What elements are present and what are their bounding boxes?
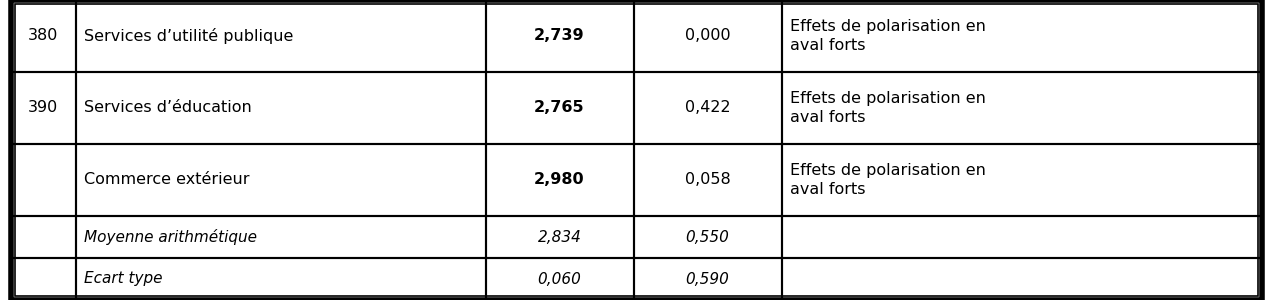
Bar bbox=[486, 0, 633, 72]
Bar bbox=[10, 216, 75, 258]
Bar bbox=[781, 258, 1262, 300]
Bar bbox=[10, 72, 75, 144]
Text: 0,550: 0,550 bbox=[686, 230, 729, 244]
Text: 0,060: 0,060 bbox=[538, 272, 581, 286]
Text: 0,000: 0,000 bbox=[684, 28, 730, 44]
Bar bbox=[75, 258, 486, 300]
Text: 390: 390 bbox=[28, 100, 59, 116]
Text: Effets de polarisation en
aval forts: Effets de polarisation en aval forts bbox=[790, 19, 986, 53]
Bar bbox=[781, 0, 1262, 72]
Text: 0,422: 0,422 bbox=[684, 100, 730, 116]
Text: Effets de polarisation en
aval forts: Effets de polarisation en aval forts bbox=[790, 91, 986, 125]
Text: Services d’utilité publique: Services d’utilité publique bbox=[84, 28, 293, 44]
Bar bbox=[486, 216, 633, 258]
Bar bbox=[486, 72, 633, 144]
Text: Services d’éducation: Services d’éducation bbox=[84, 100, 252, 116]
Bar bbox=[633, 144, 781, 216]
Bar bbox=[75, 72, 486, 144]
Bar bbox=[781, 216, 1262, 258]
Bar bbox=[75, 0, 486, 72]
Text: Ecart type: Ecart type bbox=[84, 272, 162, 286]
Text: 2,765: 2,765 bbox=[534, 100, 585, 116]
Bar bbox=[10, 144, 75, 216]
Text: Moyenne arithmétique: Moyenne arithmétique bbox=[84, 229, 257, 245]
Bar bbox=[75, 144, 486, 216]
Text: Commerce extérieur: Commerce extérieur bbox=[84, 172, 249, 188]
Bar bbox=[633, 72, 781, 144]
Bar bbox=[10, 258, 75, 300]
Bar bbox=[781, 144, 1262, 216]
Bar bbox=[633, 216, 781, 258]
Bar bbox=[633, 0, 781, 72]
Text: 380: 380 bbox=[28, 28, 59, 44]
Text: 0,590: 0,590 bbox=[686, 272, 729, 286]
Bar bbox=[10, 0, 75, 72]
Bar bbox=[486, 258, 633, 300]
Text: 2,980: 2,980 bbox=[534, 172, 585, 188]
Bar bbox=[633, 258, 781, 300]
Text: 2,834: 2,834 bbox=[538, 230, 581, 244]
Bar bbox=[486, 144, 633, 216]
Text: Effets de polarisation en
aval forts: Effets de polarisation en aval forts bbox=[790, 163, 986, 197]
Bar bbox=[75, 216, 486, 258]
Bar bbox=[781, 72, 1262, 144]
Text: 2,739: 2,739 bbox=[534, 28, 585, 44]
Text: 0,058: 0,058 bbox=[684, 172, 730, 188]
